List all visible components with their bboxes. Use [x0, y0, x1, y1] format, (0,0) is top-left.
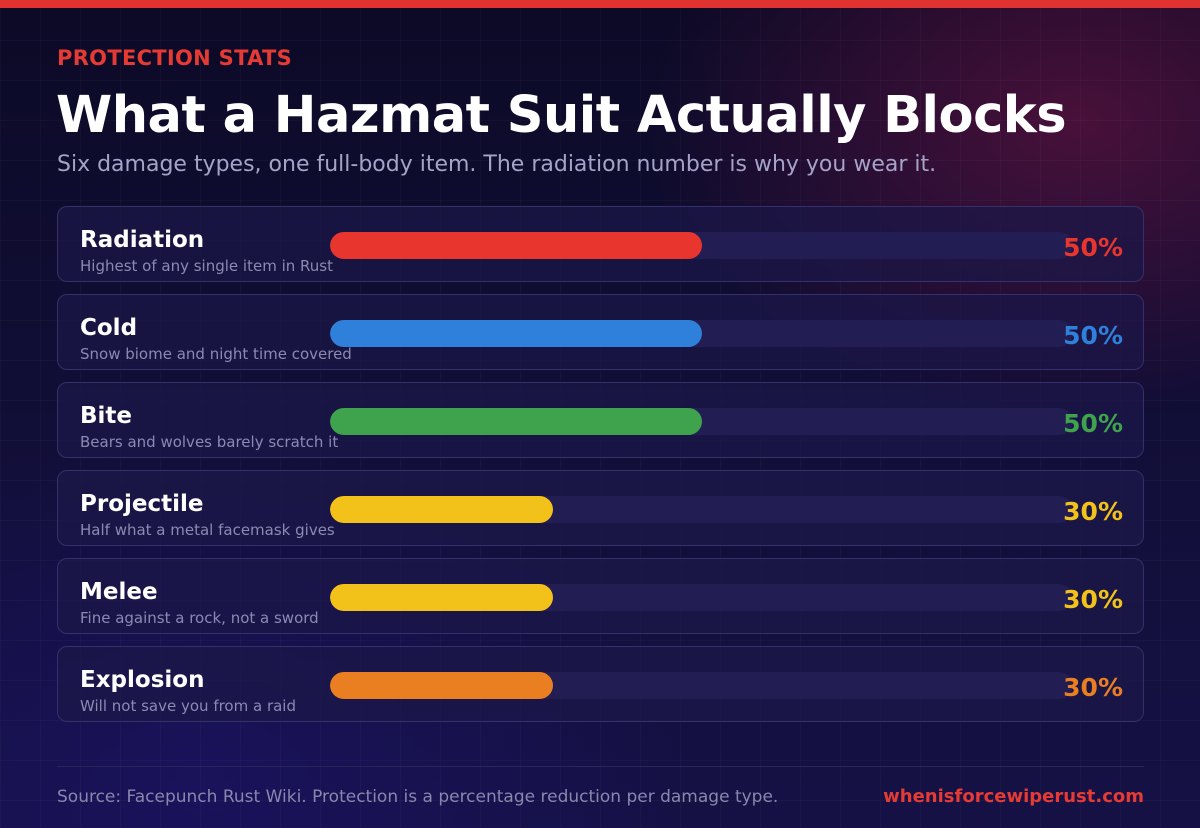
- stat-row: Cold Snow biome and night time covered 50%: [57, 294, 1144, 370]
- source-note: Source: Facepunch Rust Wiki. Protection …: [57, 787, 779, 807]
- site-link[interactable]: whenisforcewiperust.com: [883, 786, 1144, 807]
- stat-note: Half what a metal facemask gives: [80, 521, 335, 539]
- bar-fill: [330, 408, 702, 435]
- stat-label: Explosion: [80, 667, 205, 693]
- bar-track: [330, 584, 1073, 611]
- bar-fill: [330, 584, 553, 611]
- bar-fill: [330, 672, 553, 699]
- bar-track: [330, 232, 1073, 259]
- stat-row: Radiation Highest of any single item in R…: [57, 206, 1144, 282]
- bar-fill: [330, 496, 553, 523]
- eyebrow-label: PROTECTION STATS: [57, 46, 293, 70]
- stat-row: Melee Fine against a rock, not a sword 30%: [57, 558, 1144, 634]
- stat-value: 30%: [1063, 497, 1123, 526]
- stat-label: Melee: [80, 579, 158, 605]
- stat-note: Snow biome and night time covered: [80, 345, 352, 363]
- stat-note: Bears and wolves barely scratch it: [80, 433, 339, 451]
- stat-value: 50%: [1063, 321, 1123, 350]
- page-title: What a Hazmat Suit Actually Blocks: [56, 86, 1067, 145]
- stat-row: Bite Bears and wolves barely scratch it 50…: [57, 382, 1144, 458]
- stat-label: Projectile: [80, 491, 204, 517]
- footer-divider: [57, 766, 1144, 767]
- stat-row: Explosion Will not save you from a raid 30…: [57, 646, 1144, 722]
- bar-fill: [330, 232, 702, 259]
- bar-track: [330, 496, 1073, 523]
- stat-value: 50%: [1063, 409, 1123, 438]
- stat-label: Cold: [80, 315, 138, 341]
- stat-label: Radiation: [80, 227, 205, 253]
- bar-track: [330, 320, 1073, 347]
- stat-note: Will not save you from a raid: [80, 697, 296, 715]
- accent-top-bar: [0, 0, 1200, 8]
- stat-note: Highest of any single item in Rust: [80, 257, 333, 275]
- bar-track: [330, 408, 1073, 435]
- stat-row: Projectile Half what a metal facemask giv…: [57, 470, 1144, 546]
- bar-fill: [330, 320, 702, 347]
- stat-value: 30%: [1063, 585, 1123, 614]
- stat-note: Fine against a rock, not a sword: [80, 609, 319, 627]
- page-subtitle: Six damage types, one full-body item. Th…: [57, 152, 937, 177]
- stat-value: 50%: [1063, 233, 1123, 262]
- bar-track: [330, 672, 1073, 699]
- stat-label: Bite: [80, 403, 133, 429]
- protection-chart: Radiation Highest of any single item in R…: [57, 206, 1144, 734]
- stat-value: 30%: [1063, 673, 1123, 702]
